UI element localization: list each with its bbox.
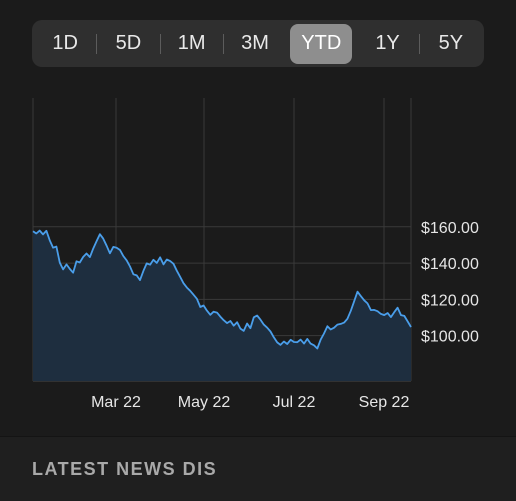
price-area	[33, 230, 411, 381]
news-heading: LATEST NEWS DIS	[32, 459, 218, 479]
x-tick-label: Sep 22	[359, 394, 410, 411]
range-option-ytd[interactable]: YTD	[290, 23, 353, 64]
y-tick-label: $140.00	[421, 256, 479, 273]
latest-news-section: LATEST NEWS DIS	[0, 436, 516, 501]
segment-separator	[96, 33, 98, 54]
x-tick-label: May 22	[178, 394, 231, 411]
x-tick-label: Jul 22	[273, 394, 316, 411]
range-option-1m[interactable]: 1M	[177, 32, 206, 54]
x-tick-label: Mar 22	[91, 394, 141, 411]
segment-separator	[159, 33, 161, 54]
y-tick-label: $120.00	[421, 292, 479, 309]
range-option-5y[interactable]: 5Y	[438, 32, 464, 54]
segment-separator	[418, 33, 420, 54]
segment-separator	[222, 33, 224, 54]
range-option-1y[interactable]: 1Y	[375, 32, 400, 54]
range-option-1d[interactable]: 1D	[52, 32, 78, 54]
range-option-3m[interactable]: 3M	[241, 32, 269, 54]
price-chart-svg: $160.00 $140.00 $120.00 $100.00 Mar 22 May 2…	[32, 98, 479, 411]
price-chart: $160.00 $140.00 $120.00 $100.00 Mar 22 May 2…	[0, 90, 516, 420]
range-selector: 1D 5D 1M 3M YTD 1Y 5Y	[32, 20, 484, 67]
price-line	[32, 229, 412, 350]
range-option-5d[interactable]: 5D	[115, 32, 142, 54]
y-tick-label: $160.00	[421, 220, 479, 237]
y-tick-label: $100.00	[421, 329, 479, 346]
